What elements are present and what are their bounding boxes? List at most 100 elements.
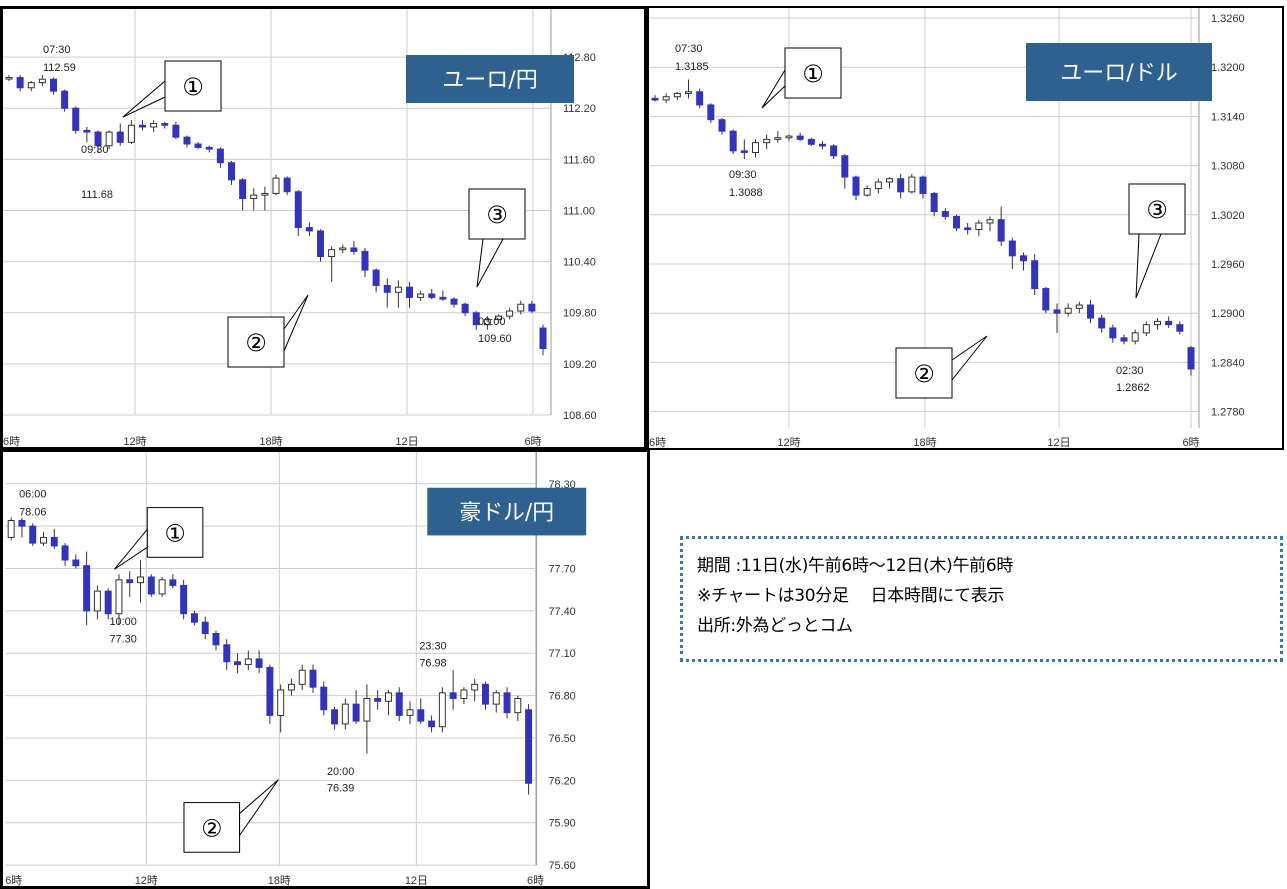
callout-label: ① <box>182 73 204 101</box>
candle <box>1042 286 1050 314</box>
candle <box>104 588 112 620</box>
candle <box>250 188 258 211</box>
callout-label: ② <box>201 814 222 842</box>
candle <box>841 154 849 189</box>
candle <box>696 88 704 109</box>
y-tick-label: 77.70 <box>548 564 575 576</box>
callout-box <box>468 188 526 240</box>
eurjpy-chart-panel: 112.80 112.20 111.60 111.00 110.40 109.80 109.… <box>0 6 647 450</box>
candle-body-down <box>383 284 391 293</box>
candle <box>718 118 726 135</box>
candle <box>941 208 949 220</box>
candle <box>158 577 166 597</box>
candle-body-down <box>1165 320 1173 326</box>
y-tick-label: 109.80 <box>563 308 597 320</box>
candle-body-down <box>503 692 511 714</box>
candle <box>651 95 659 102</box>
callout-tail <box>239 779 279 837</box>
candle <box>283 176 291 196</box>
candle <box>807 137 815 146</box>
candle-body-down <box>525 709 533 784</box>
info-chart-note: ※チャートは30分足 日本時間にて表示 <box>697 586 1005 606</box>
chart-title: 豪ドル/円 <box>459 501 554 526</box>
candle-body-up <box>863 188 871 196</box>
candle-body-down <box>205 146 213 150</box>
callout-tail <box>122 79 166 118</box>
candle-body-down <box>361 250 369 271</box>
candles <box>651 79 1195 376</box>
candle-body-down <box>472 312 480 326</box>
candle-body-down <box>406 286 413 298</box>
candle-body-down <box>94 131 102 147</box>
x-tick-label: 12時 <box>123 435 146 447</box>
candle <box>450 297 458 308</box>
candle-body-down <box>305 227 313 232</box>
candle-body-down <box>450 298 458 305</box>
candle <box>383 278 391 308</box>
x-tick-label: 6時 <box>1182 436 1199 448</box>
candle-body-down <box>172 124 180 138</box>
candle <box>115 574 123 626</box>
candle-body-down <box>352 703 360 722</box>
candle-body-down <box>1109 327 1117 339</box>
candle-body-down <box>461 303 469 314</box>
candle <box>986 216 994 232</box>
x-tick-label: 12時 <box>777 436 800 448</box>
candle <box>234 653 242 674</box>
annotation-time: 07:30 <box>43 44 71 56</box>
y-tick-label: 1.2960 <box>1211 259 1245 271</box>
y-tick-label: 111.00 <box>563 205 595 217</box>
candle <box>172 121 180 139</box>
candle-body-down <box>61 90 69 109</box>
callout-box <box>183 802 241 853</box>
candle <box>439 290 447 301</box>
candle <box>205 145 213 153</box>
candle <box>38 74 46 87</box>
candle <box>61 543 69 566</box>
candle <box>897 173 905 199</box>
candle-body-up <box>673 92 681 98</box>
candle <box>483 316 491 330</box>
candle-body-down <box>283 177 291 193</box>
x-tick-label: 12日 <box>395 436 418 447</box>
y-tick-label: 1.3200 <box>1211 62 1245 74</box>
candle <box>180 579 188 620</box>
candle-body-up <box>40 536 47 544</box>
annotation-value: 76.98 <box>419 658 446 670</box>
candle-body-down <box>50 536 58 547</box>
candle-body-up <box>384 692 392 702</box>
annotation-value: 1.3088 <box>729 187 763 199</box>
candle-body-up <box>115 579 123 615</box>
candle <box>1075 301 1083 314</box>
callout-label: ① <box>802 60 824 88</box>
candle <box>72 106 80 134</box>
candle <box>852 175 860 201</box>
candle <box>239 178 247 211</box>
candle-body-down <box>83 565 91 612</box>
audjpy-chart-panel: 78.3078.0077.7077.4077.1076.8076.5076.20… <box>0 450 650 889</box>
annotation-time: 03:00 <box>478 316 506 328</box>
candle-body-down <box>61 545 69 561</box>
candle <box>1120 334 1128 345</box>
annotation-value: 1.2862 <box>1116 382 1150 394</box>
grid <box>5 452 537 866</box>
y-tick-label: 1.3020 <box>1211 210 1245 222</box>
candle-body-down <box>395 692 403 716</box>
candle-body-down <box>234 661 242 666</box>
candle-body-down <box>707 104 715 121</box>
candle <box>361 247 369 277</box>
candle-body-up <box>38 78 46 84</box>
candle-body-down <box>796 135 804 140</box>
candle <box>116 123 124 146</box>
candle-body-down <box>29 525 37 544</box>
candle <box>201 616 209 640</box>
candle-body-down <box>18 520 26 527</box>
candle-body-up <box>105 131 113 147</box>
candle-body-down <box>428 293 436 298</box>
candle-body-up <box>261 192 269 196</box>
candle <box>150 120 158 133</box>
candle-body-down <box>481 683 489 705</box>
candle <box>83 551 91 626</box>
candle <box>305 222 313 237</box>
candle-body-down <box>72 107 80 131</box>
